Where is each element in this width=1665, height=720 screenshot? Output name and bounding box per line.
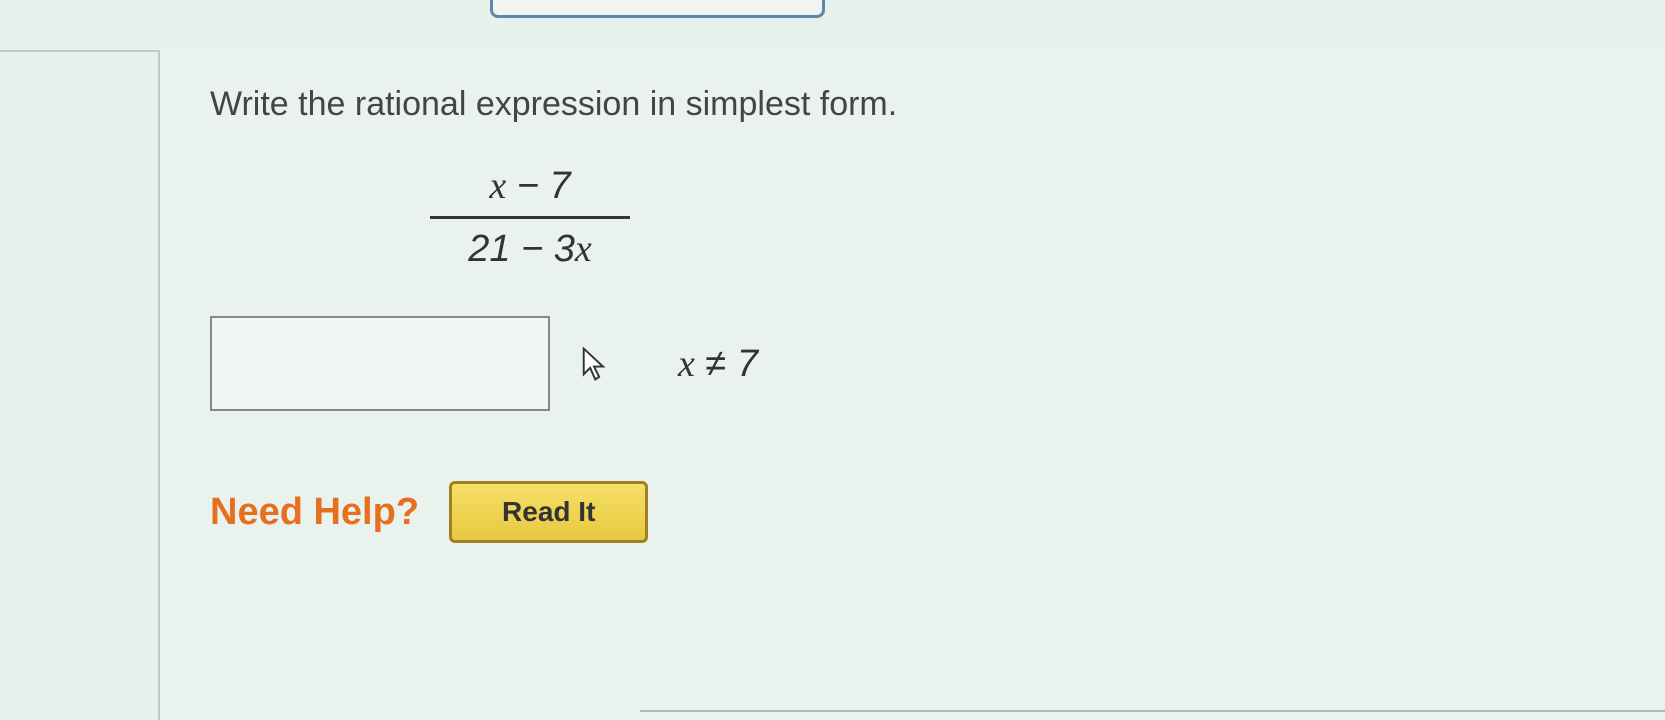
question-panel: Write the rational expression in simples… — [160, 50, 1665, 717]
read-it-button[interactable]: Read It — [449, 481, 648, 543]
answer-row: x ≠ 7 — [210, 316, 1615, 411]
top-input-remnant[interactable] — [490, 0, 825, 18]
top-divider — [0, 50, 160, 52]
answer-input[interactable] — [210, 316, 550, 411]
bottom-divider — [640, 710, 1665, 712]
question-prompt: Write the rational expression in simples… — [210, 85, 1615, 124]
rational-expression: x − 7 21 − 3x — [390, 164, 670, 271]
domain-constraint: x ≠ 7 — [678, 342, 758, 386]
need-help-label: Need Help? — [210, 491, 419, 534]
cursor-pointer-icon — [580, 346, 608, 382]
fraction-numerator: x − 7 — [469, 164, 590, 216]
fraction-denominator: 21 − 3x — [448, 219, 612, 271]
help-section: Need Help? Read It — [210, 481, 1615, 543]
